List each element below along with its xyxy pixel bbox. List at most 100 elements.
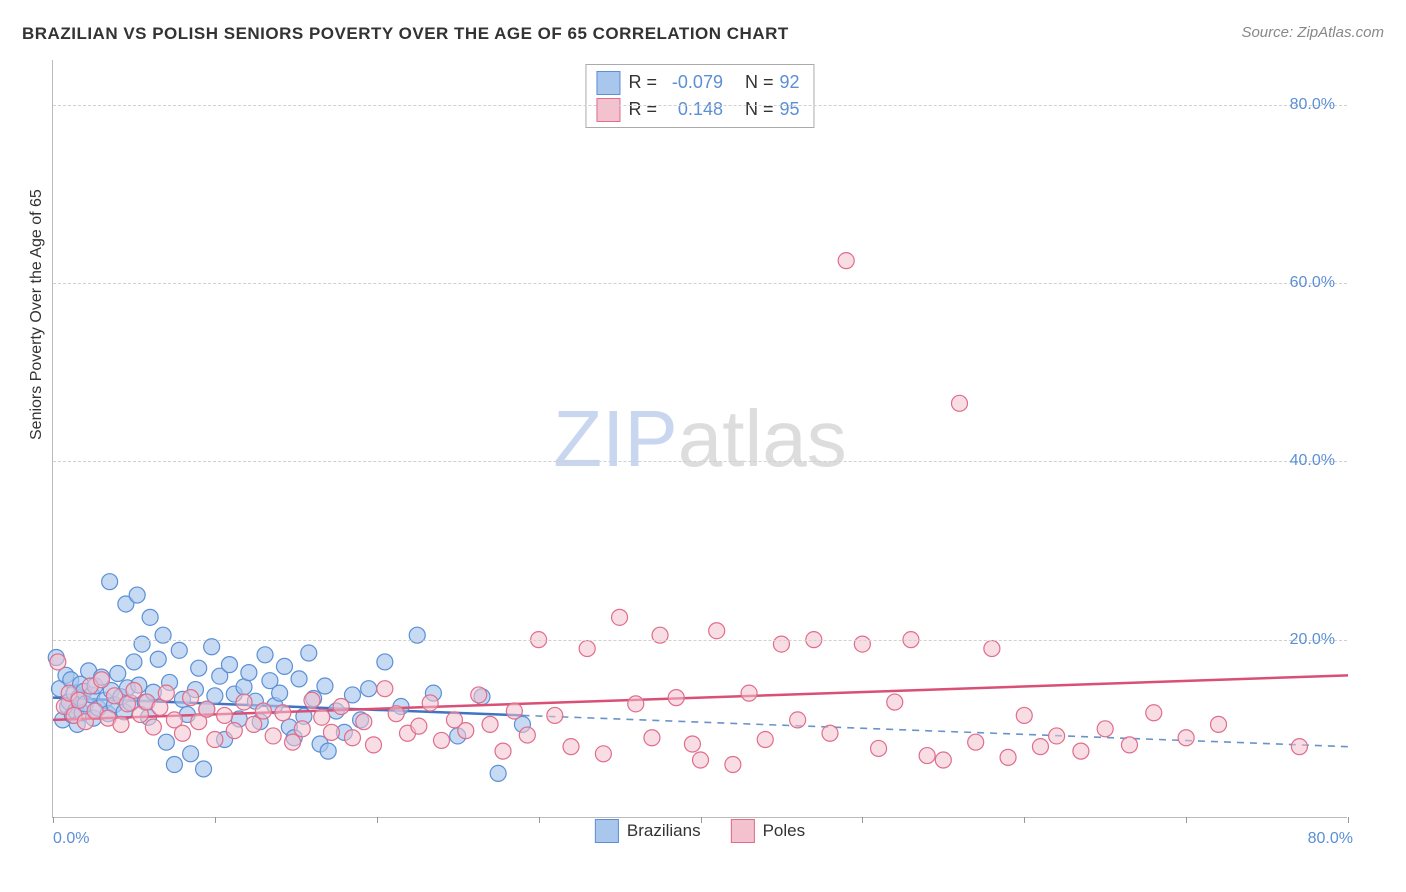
data-point (356, 714, 372, 730)
data-point (919, 748, 935, 764)
stat-text: R =0.148 N =95 (628, 96, 799, 123)
data-point (204, 639, 220, 655)
x-tick (377, 817, 378, 823)
series-legend-label: Brazilians (627, 821, 701, 841)
data-point (196, 761, 212, 777)
data-point (968, 734, 984, 750)
data-point (388, 706, 404, 722)
data-point (595, 746, 611, 762)
data-point (1178, 730, 1194, 746)
data-point (1032, 739, 1048, 755)
data-point (246, 716, 262, 732)
data-point (871, 740, 887, 756)
data-point (1211, 716, 1227, 732)
data-point (984, 641, 1000, 657)
gridline (53, 461, 1347, 462)
data-point (152, 699, 168, 715)
y-tick-label: 80.0% (1290, 96, 1335, 114)
correlation-stats-legend: R =-0.079 N =92R =0.148 N =95 (585, 64, 814, 128)
data-point (199, 701, 215, 717)
data-point (102, 574, 118, 590)
chart-plot-area: ZIPatlas R =-0.079 N =92R =0.148 N =95 B… (52, 60, 1347, 818)
data-point (175, 725, 191, 741)
x-tick (701, 817, 702, 823)
gridline (53, 640, 1347, 641)
x-tick (539, 817, 540, 823)
data-point (291, 671, 307, 687)
data-point (506, 703, 522, 719)
data-point (320, 743, 336, 759)
data-point (158, 734, 174, 750)
gridline (53, 105, 1347, 106)
data-point (166, 756, 182, 772)
data-point (1291, 739, 1307, 755)
data-point (411, 718, 427, 734)
data-point (790, 712, 806, 728)
legend-swatch (731, 819, 755, 843)
data-point (366, 737, 382, 753)
data-point (361, 681, 377, 697)
data-point (741, 685, 757, 701)
data-point (684, 736, 700, 752)
stat-legend-row: R =-0.079 N =92 (596, 69, 799, 96)
data-point (434, 732, 450, 748)
data-point (495, 743, 511, 759)
data-point (490, 765, 506, 781)
y-tick-label: 60.0% (1290, 274, 1335, 292)
y-tick-label: 40.0% (1290, 452, 1335, 470)
data-point (519, 727, 535, 743)
series-legend-item: Brazilians (595, 819, 701, 843)
source-attribution: Source: ZipAtlas.com (1241, 24, 1384, 41)
y-tick-label: 20.0% (1290, 631, 1335, 649)
data-point (1097, 721, 1113, 737)
y-axis-label: Seniors Poverty Over the Age of 65 (28, 189, 46, 440)
data-point (171, 642, 187, 658)
data-point (547, 707, 563, 723)
data-point (226, 723, 242, 739)
data-point (887, 694, 903, 710)
data-point (333, 699, 349, 715)
data-point (255, 703, 271, 719)
data-point (285, 734, 301, 750)
data-point (693, 752, 709, 768)
data-point (126, 654, 142, 670)
data-point (709, 623, 725, 639)
data-point (668, 690, 684, 706)
data-point (94, 672, 110, 688)
data-point (50, 654, 66, 670)
data-point (1146, 705, 1162, 721)
data-point (272, 685, 288, 701)
x-tick (1348, 817, 1349, 823)
data-point (113, 716, 129, 732)
data-point (854, 636, 870, 652)
stat-text: R =-0.079 N =92 (628, 69, 799, 96)
data-point (304, 692, 320, 708)
data-point (822, 725, 838, 741)
data-point (145, 719, 161, 735)
series-legend-item: Poles (731, 819, 806, 843)
data-point (183, 746, 199, 762)
x-tick (1186, 817, 1187, 823)
data-point (217, 707, 233, 723)
data-point (158, 685, 174, 701)
data-point (377, 681, 393, 697)
data-point (150, 651, 166, 667)
x-tick (53, 817, 54, 823)
data-point (236, 694, 252, 710)
series-legend-label: Poles (763, 821, 806, 841)
data-point (134, 636, 150, 652)
gridline (53, 283, 1347, 284)
data-point (129, 587, 145, 603)
data-point (1049, 728, 1065, 744)
data-point (344, 730, 360, 746)
data-point (628, 696, 644, 712)
data-point (952, 395, 968, 411)
data-point (207, 732, 223, 748)
data-point (155, 627, 171, 643)
data-point (757, 732, 773, 748)
legend-swatch (596, 98, 620, 122)
data-point (1121, 737, 1137, 753)
data-point (294, 721, 310, 737)
data-point (314, 709, 330, 725)
data-point (652, 627, 668, 643)
